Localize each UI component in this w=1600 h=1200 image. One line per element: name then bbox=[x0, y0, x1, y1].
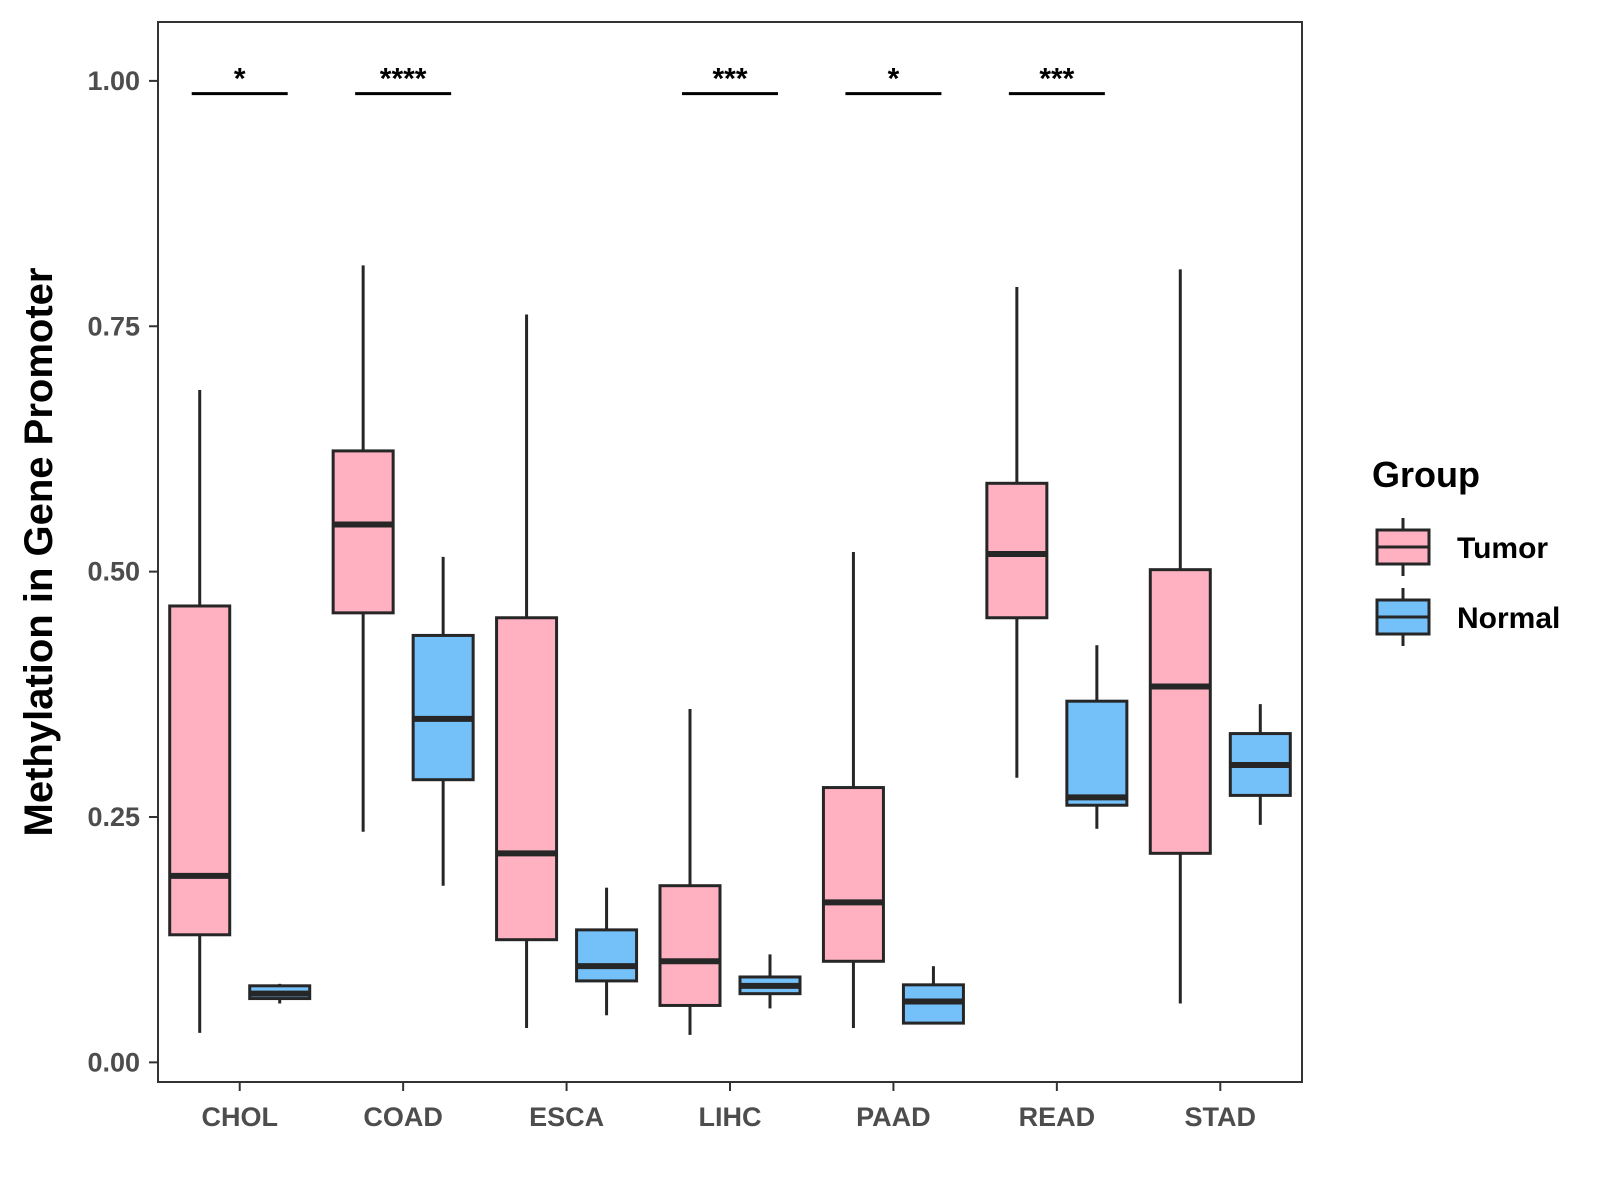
iqr-box bbox=[985, 481, 1049, 620]
iqr-box bbox=[331, 449, 395, 615]
box-normal-paad bbox=[901, 966, 965, 1025]
box-tumor-paad bbox=[821, 552, 885, 1029]
significance-label: * bbox=[234, 63, 246, 96]
iqr-box bbox=[168, 604, 232, 937]
legend-item-normal: Normal bbox=[1375, 588, 1560, 646]
y-tick-label: 1.00 bbox=[87, 66, 140, 96]
plot-panel bbox=[157, 21, 1303, 1083]
legend-label-tumor: Tumor bbox=[1457, 532, 1548, 565]
x-tick-label-stad: STAD bbox=[1185, 1102, 1257, 1132]
significance-lihc: *** bbox=[682, 63, 778, 96]
legend: Group Tumor Normal bbox=[1372, 454, 1560, 646]
box-normal-chol bbox=[248, 983, 312, 1004]
x-axis: CHOL COAD ESCA LIHC PAAD READ STAD bbox=[201, 1082, 1256, 1132]
box-tumor-read bbox=[985, 287, 1049, 778]
significance-read: *** bbox=[1008, 63, 1105, 96]
x-tick-label-paad: PAAD bbox=[856, 1102, 931, 1132]
y-tick-label: 0.50 bbox=[87, 557, 140, 587]
legend-label-normal: Normal bbox=[1457, 602, 1560, 635]
iqr-box bbox=[495, 616, 559, 942]
significance-label: * bbox=[888, 63, 900, 96]
iqr-box bbox=[1148, 568, 1212, 855]
box-normal-stad bbox=[1228, 704, 1292, 825]
box-normal-coad bbox=[411, 556, 475, 886]
y-tick-label: 0.25 bbox=[87, 802, 140, 832]
significance-chol: * bbox=[191, 63, 288, 96]
significance-annotations: * **** *** * *** bbox=[191, 63, 1105, 96]
y-axis: 0.00 0.25 0.50 0.75 1.00 bbox=[87, 66, 158, 1077]
box-tumor-chol bbox=[168, 390, 232, 1033]
y-tick-label: 0.00 bbox=[87, 1047, 140, 1077]
x-tick-label-read: READ bbox=[1019, 1102, 1096, 1132]
box-normal-lihc bbox=[738, 954, 802, 1009]
box-tumor-lihc bbox=[658, 709, 722, 1035]
x-tick-label-coad: COAD bbox=[363, 1102, 443, 1132]
box-normal-esca bbox=[575, 887, 639, 1016]
legend-item-tumor: Tumor bbox=[1375, 518, 1548, 576]
significance-paad: * bbox=[845, 63, 942, 96]
box-tumor-esca bbox=[495, 314, 559, 1029]
box-tumor-stad bbox=[1148, 269, 1212, 1004]
iqr-box bbox=[411, 633, 475, 782]
x-tick-label-esca: ESCA bbox=[529, 1102, 604, 1132]
x-tick-label-chol: CHOL bbox=[201, 1102, 278, 1132]
y-tick-label: 0.75 bbox=[87, 311, 140, 341]
iqr-box bbox=[575, 928, 639, 983]
box-series bbox=[168, 265, 1292, 1035]
x-tick-label-lihc: LIHC bbox=[699, 1102, 762, 1132]
box-normal-read bbox=[1065, 645, 1129, 829]
legend-title: Group bbox=[1372, 454, 1480, 495]
iqr-box bbox=[821, 786, 885, 963]
box-tumor-coad bbox=[331, 265, 395, 832]
iqr-box bbox=[658, 884, 722, 1007]
y-axis-title: Methylation in Gene Promoter bbox=[17, 268, 61, 837]
significance-label: **** bbox=[380, 63, 427, 96]
significance-label: *** bbox=[1039, 63, 1074, 96]
significance-coad: **** bbox=[355, 63, 452, 96]
significance-label: *** bbox=[712, 63, 747, 96]
iqr-box bbox=[1065, 699, 1129, 807]
